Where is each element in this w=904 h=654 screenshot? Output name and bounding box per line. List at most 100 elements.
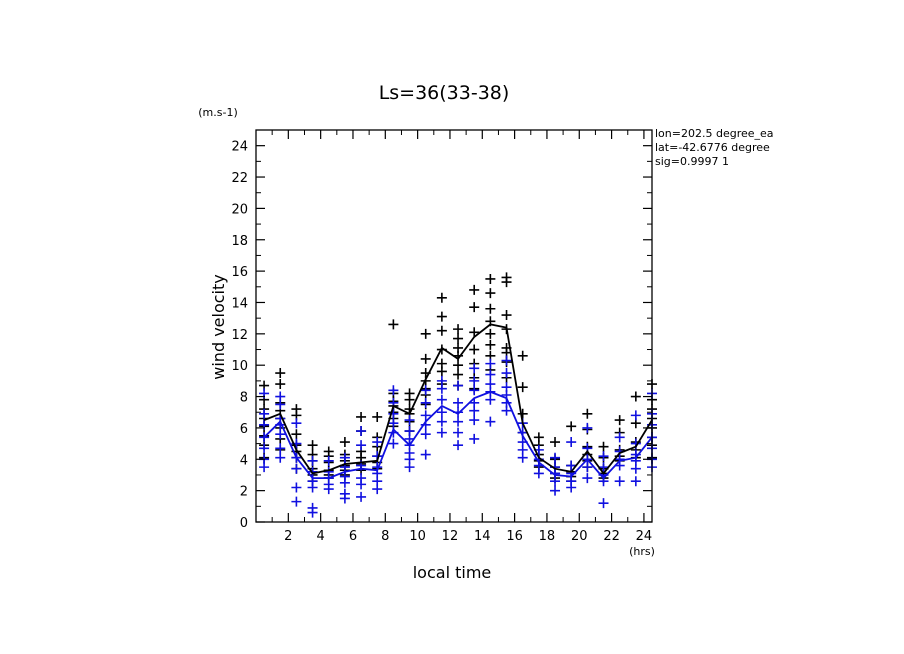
scatter-point-1-121 [582,462,593,473]
info-lat: lat=-42.6776 degree [655,141,770,154]
series-line-0 [263,323,653,475]
scatter-point-0-125 [566,421,577,432]
scatter-point-0-66 [420,328,431,339]
scatter-point-0-99 [485,339,496,350]
scatter-point-1-4 [259,443,270,454]
scatter-point-1-38 [356,440,367,451]
scatter-point-1-133 [630,410,641,421]
chart-title: Ls=36(33-38) [379,82,510,104]
scatter-point-0-80 [453,324,464,335]
scatter-point-1-12 [275,443,286,454]
scatter-point-1-30 [323,484,334,495]
scatter-point-0-146 [630,391,641,402]
x-tick-label-14: 14 [474,529,491,544]
y-unit-label: (m.s-1) [198,106,238,119]
scatter-point-1-25 [307,507,318,518]
scatter-point-1-66 [420,429,431,440]
scatter-point-1-34 [339,477,350,488]
scatter-point-1-75 [453,397,464,408]
scatter-point-0-96 [485,303,496,314]
scatter-point-1-1 [259,408,270,419]
scatter-point-1-42 [356,491,367,502]
scatter-point-1-37 [356,426,367,437]
scatter-point-0-8 [275,368,286,379]
scatter-point-0-110 [517,350,528,361]
scatter-point-1-108 [550,452,561,463]
scatter-point-1-77 [453,416,464,427]
scatter-point-0-35 [339,437,350,448]
x-tick-label-2: 2 [284,529,292,544]
x-tick-label-20: 20 [571,529,588,544]
scatter-point-1-94 [501,368,512,379]
scatter-point-1-14 [291,418,302,429]
x-tick-label-10: 10 [409,529,426,544]
scatter-point-1-92 [485,416,496,427]
scatter-point-0-75 [436,325,447,336]
plot-area [259,272,657,518]
scatter-point-0-112 [517,408,528,419]
y-tick-label-14: 14 [231,296,248,311]
scatter-point-1-138 [630,476,641,487]
scatter-point-1-82 [469,385,480,396]
scatter-point-1-113 [566,437,577,448]
scatter-point-1-64 [420,410,431,421]
y-axis-label: wind velocity [209,274,228,379]
scatter-point-1-41 [356,479,367,490]
scatter-point-1-81 [469,375,480,386]
scatter-point-0-18 [291,429,302,440]
scatter-point-0-104 [501,310,512,321]
scatter-point-1-13 [275,452,286,463]
scatter-point-1-48 [372,484,383,495]
scatter-point-0-9 [275,379,286,390]
scatter-point-0-67 [420,353,431,364]
scatter-point-1-86 [469,433,480,444]
x-tick-label-6: 6 [349,529,357,544]
scatter-point-0-141 [614,415,625,426]
scatter-point-0-130 [582,408,593,419]
scatter-point-1-107 [533,468,544,479]
scatter-point-0-81 [453,333,464,344]
scatter-point-1-51 [388,408,399,419]
x-tick-label-18: 18 [539,529,556,544]
scatter-point-0-87 [469,284,480,295]
scatter-point-1-49 [388,385,399,396]
y-tick-label-16: 16 [231,265,248,280]
scatter-point-1-80 [469,363,480,374]
x-tick-label-4: 4 [317,529,325,544]
scatter-point-1-73 [436,427,447,438]
scatter-point-1-103 [517,452,528,463]
scatter-point-0-94 [485,273,496,284]
scatter-point-0-73 [436,292,447,303]
scatter-point-1-84 [469,405,480,416]
scatter-point-1-23 [307,482,318,493]
scatter-point-1-61 [404,462,415,473]
scatter-point-0-78 [436,366,447,377]
scatter-point-1-3 [259,432,270,443]
scatter-point-1-85 [469,415,480,426]
scatter-point-1-63 [420,397,431,408]
scatter-point-1-72 [436,416,447,427]
scatter-point-1-6 [259,462,270,473]
y-tick-label-24: 24 [231,140,248,155]
x-tick-label-22: 22 [603,529,620,544]
scatter-point-0-47 [372,411,383,422]
y-tick-label-12: 12 [231,328,248,343]
scatter-point-1-31 [339,452,350,463]
x-tick-label-24: 24 [636,529,653,544]
scatter-point-1-128 [614,432,625,443]
scatter-point-0-89 [469,327,480,338]
scatter-point-0-95 [485,288,496,299]
scatter-point-1-112 [550,485,561,496]
x-unit-label: (hrs) [629,545,655,558]
scatter-point-1-8 [275,399,286,410]
scatter-point-1-122 [582,473,593,484]
y-tick-label-20: 20 [231,202,248,217]
scatter-point-0-88 [469,302,480,313]
scatter-point-1-52 [388,418,399,429]
scatter-point-1-69 [436,383,447,394]
scatter-point-1-87 [485,358,496,369]
scatter-point-0-111 [517,382,528,393]
x-axis-label: local time [413,563,492,582]
scatter-point-1-91 [485,394,496,405]
scatter-point-1-54 [388,438,399,449]
